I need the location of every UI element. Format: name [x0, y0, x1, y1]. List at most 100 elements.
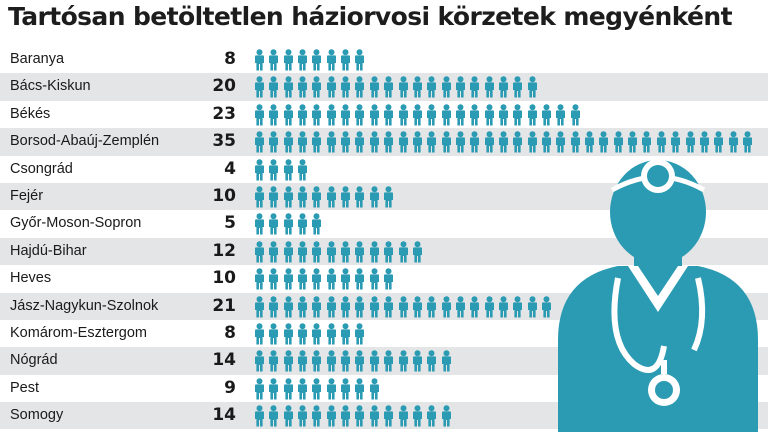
person-icon [283, 405, 293, 427]
person-icon [412, 131, 422, 153]
person-icon [656, 131, 666, 153]
value-label: 5 [224, 213, 236, 234]
person-icon [470, 295, 480, 318]
person-icon [441, 76, 451, 98]
person-icon [398, 76, 408, 98]
person-icon [312, 213, 322, 235]
person-icon [527, 103, 537, 126]
person-icon [312, 76, 322, 98]
person-icon [369, 131, 379, 153]
person-icon [628, 131, 638, 153]
person-icon [255, 377, 264, 400]
icon-bar [254, 295, 768, 318]
person-icon [283, 76, 293, 98]
person-icon [412, 350, 422, 372]
person-icon [298, 76, 308, 98]
person-icon [298, 405, 308, 427]
person-icon [412, 295, 422, 318]
person-icon [556, 131, 566, 153]
person-icon [298, 186, 308, 208]
person-icon [527, 295, 537, 318]
person-icon [312, 350, 322, 372]
person-icon [298, 350, 308, 372]
person-icon [341, 240, 351, 263]
person-icon [585, 131, 595, 153]
person-icon [542, 295, 551, 318]
chart-row: Pest 9 [0, 375, 768, 402]
person-icon [412, 405, 422, 427]
person-icon [671, 131, 681, 153]
person-icon [312, 240, 322, 263]
person-icon [326, 240, 336, 263]
icon-bar [254, 405, 768, 427]
person-icon [613, 131, 623, 153]
person-icon [255, 76, 264, 98]
value-label: 35 [212, 131, 236, 152]
person-icon [728, 131, 738, 153]
person-icon [283, 213, 293, 235]
person-icon [341, 377, 351, 400]
person-icon [298, 295, 308, 318]
person-icon [427, 350, 437, 372]
person-icon [398, 240, 408, 263]
person-icon [255, 131, 264, 153]
person-icon [642, 131, 652, 153]
person-icon [384, 268, 394, 290]
icon-bar [254, 49, 768, 71]
person-icon [384, 405, 394, 427]
person-icon [326, 103, 336, 126]
chart-row: Békés 23 [0, 101, 768, 128]
person-icon [513, 76, 523, 98]
person-icon [269, 186, 279, 208]
person-icon [312, 268, 322, 290]
person-icon [269, 377, 279, 400]
person-icon [742, 131, 752, 153]
person-icon [498, 103, 508, 126]
person-icon [369, 377, 379, 400]
person-icon [341, 323, 351, 345]
value-label: 21 [212, 295, 236, 316]
category-label: Hajdú-Bihar [10, 242, 87, 259]
icon-bar [254, 350, 768, 372]
value-label: 8 [224, 49, 236, 69]
person-icon [326, 295, 336, 318]
person-icon [341, 268, 351, 290]
person-icon [484, 295, 494, 318]
person-icon [498, 295, 508, 318]
person-icon [455, 131, 465, 153]
person-icon [312, 103, 322, 126]
icon-bar [254, 103, 768, 126]
person-icon [355, 76, 365, 98]
person-icon [398, 295, 408, 318]
category-label: Baranya [10, 51, 65, 67]
person-icon [269, 350, 279, 372]
person-icon [498, 131, 508, 153]
person-icon [326, 323, 336, 345]
chart-row: Borsod-Abaúj-Zemplén 35 [0, 128, 768, 156]
person-icon [455, 295, 465, 318]
person-icon [298, 103, 308, 126]
chart-row: Csongrád 4 [0, 156, 768, 183]
person-icon [326, 377, 336, 400]
person-icon [542, 103, 551, 126]
person-icon [369, 76, 379, 98]
person-icon [255, 213, 264, 235]
value-label: 9 [224, 377, 236, 398]
person-icon [355, 131, 365, 153]
person-icon [269, 405, 279, 427]
person-icon [427, 131, 437, 153]
person-icon [269, 49, 279, 71]
category-label: Bács-Kiskun [10, 78, 91, 95]
value-label: 10 [212, 185, 236, 206]
category-label: Győr-Moson-Sopron [10, 215, 142, 232]
person-icon [255, 49, 264, 71]
chart-row: Komárom-Esztergom 8 [0, 320, 768, 347]
person-icon [283, 240, 293, 263]
person-icon [283, 131, 293, 153]
person-icon [384, 350, 394, 372]
person-icon [326, 49, 336, 71]
value-label: 14 [212, 350, 236, 371]
icon-bar [254, 240, 768, 263]
category-label: Nógrád [10, 352, 58, 369]
person-icon [455, 76, 465, 98]
